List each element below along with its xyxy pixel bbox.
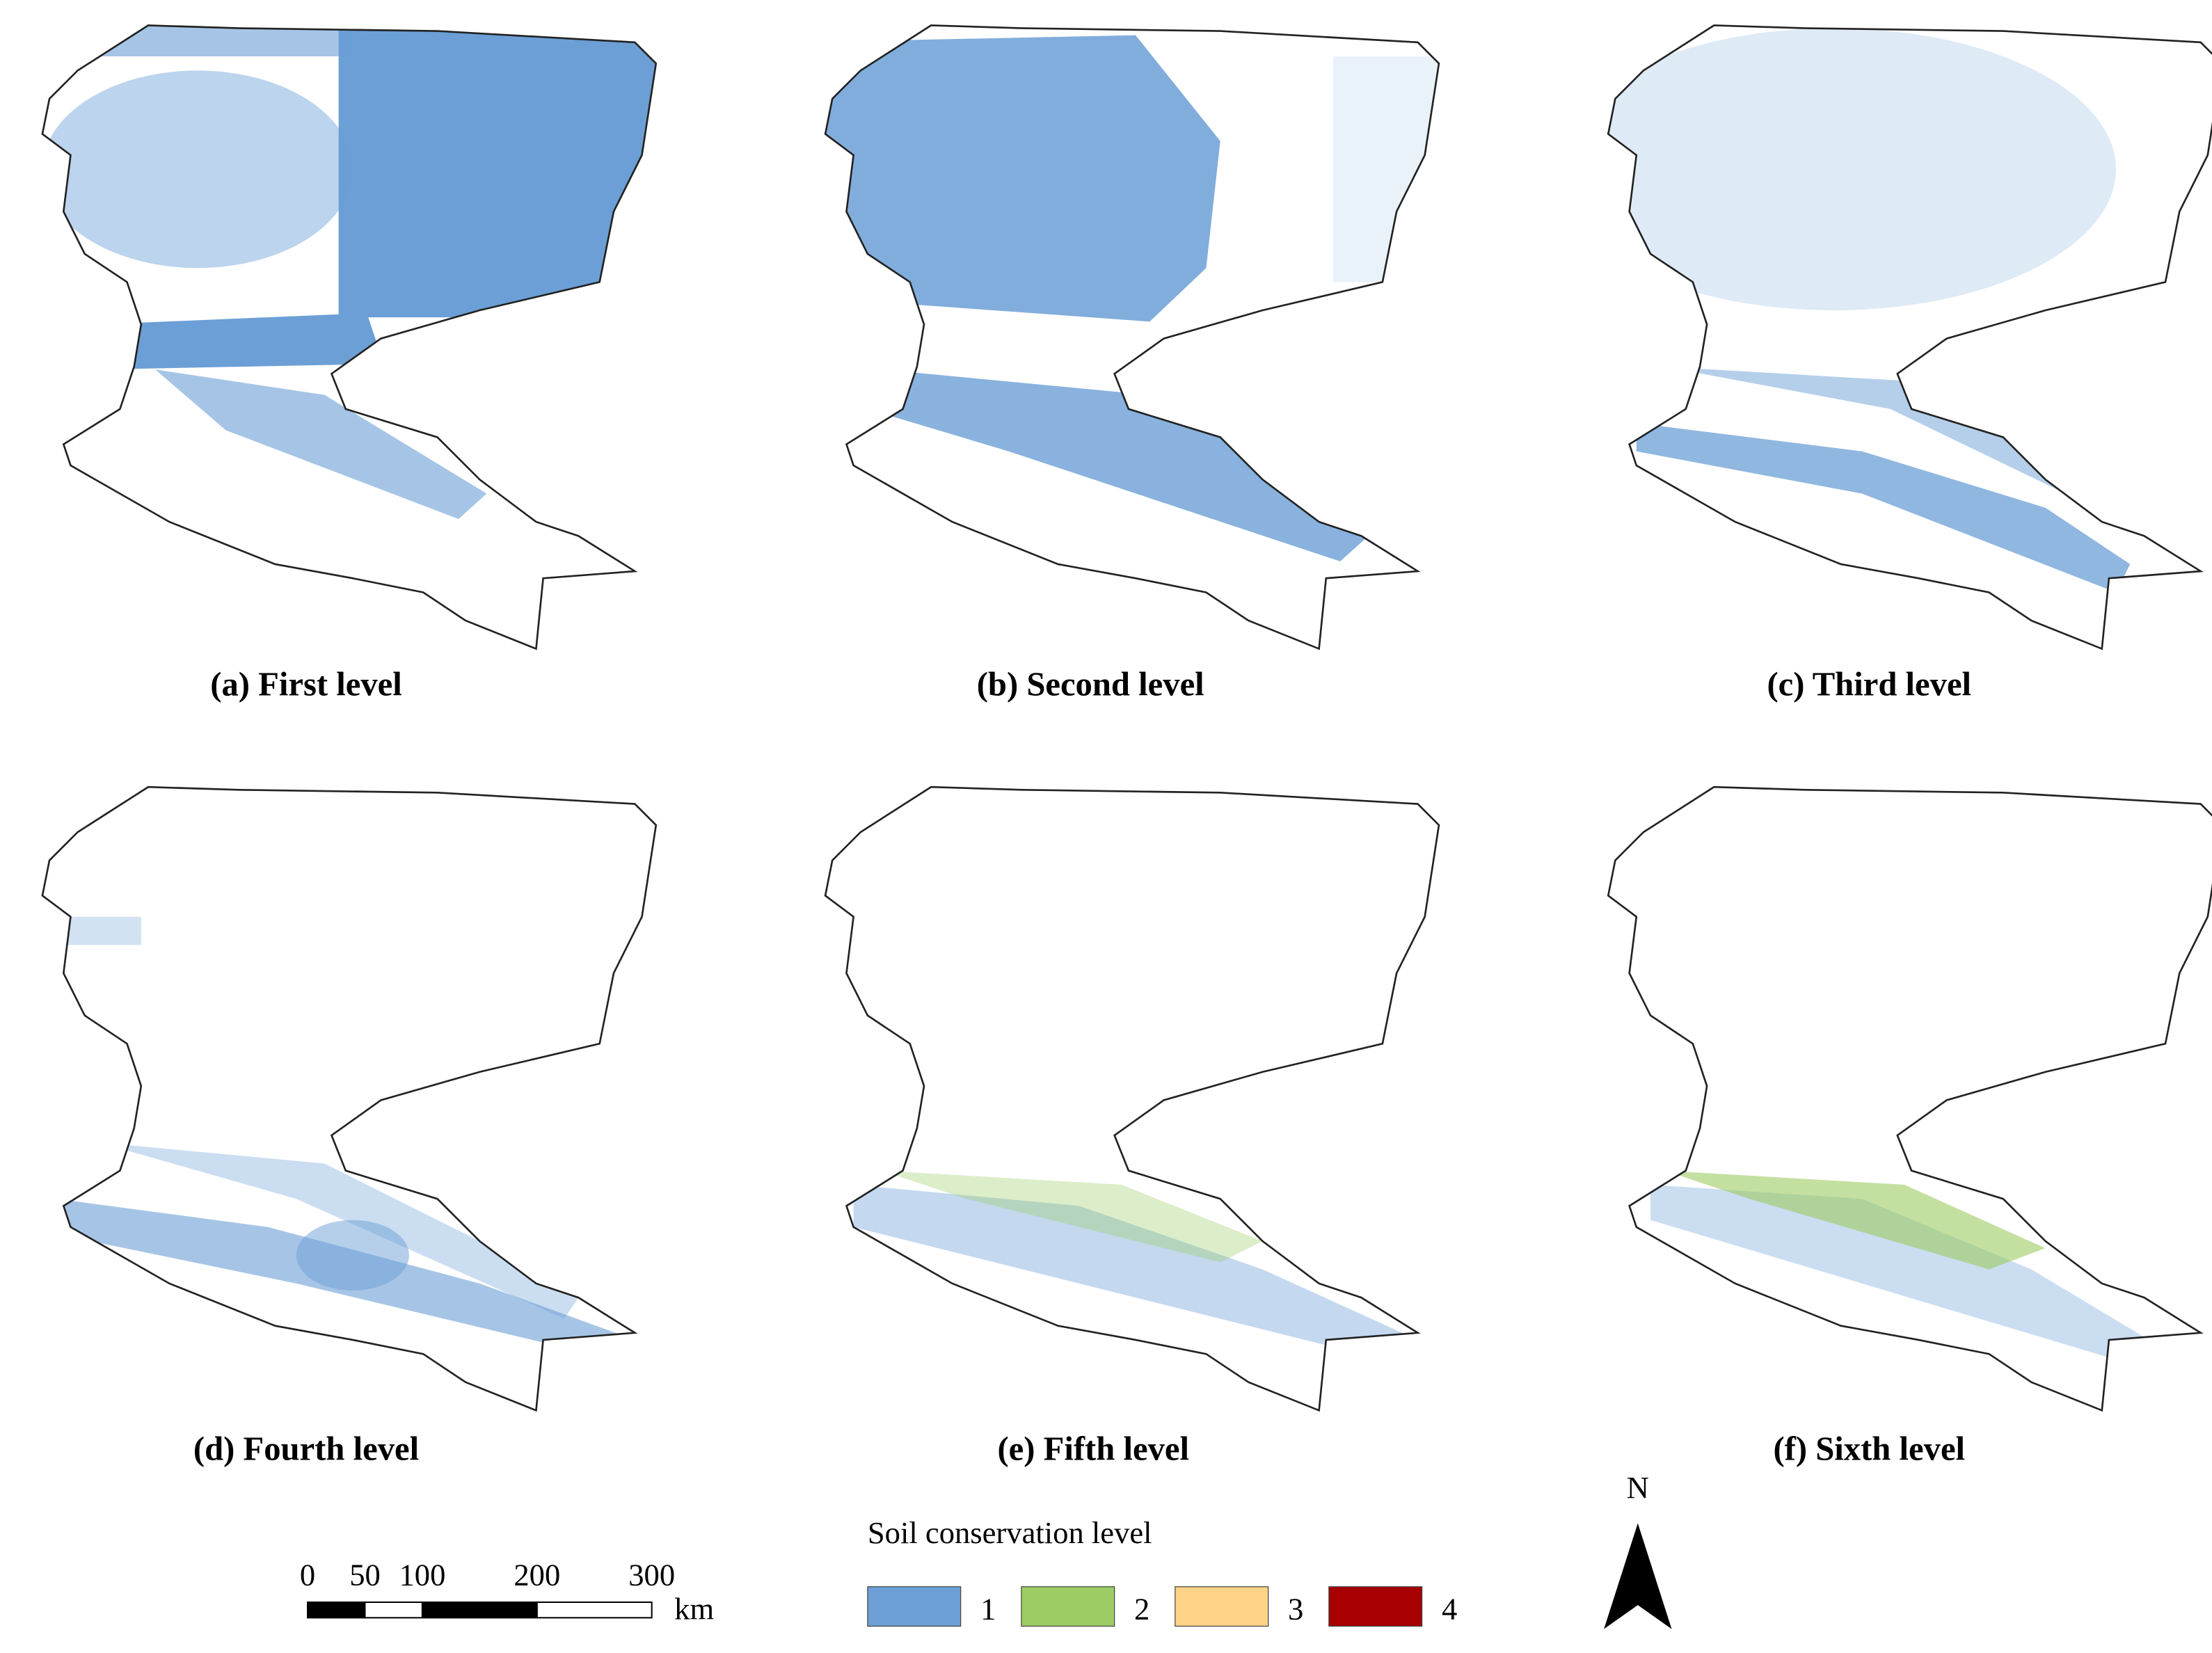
scale-segment [536, 1602, 653, 1619]
map-panel [1607, 785, 2212, 1412]
legend-swatch [1175, 1586, 1269, 1627]
map-panel [1607, 24, 2212, 650]
legend-label: 4 [1442, 1591, 1457, 1626]
scale-tick-label: 300 [628, 1558, 675, 1592]
legend-label: 3 [1288, 1591, 1303, 1626]
north-label: N [1627, 1470, 1649, 1505]
panel-label: (a) First level [210, 665, 402, 703]
legend-label: 2 [1134, 1591, 1149, 1626]
legend-swatch [1021, 1586, 1115, 1627]
panel-label: (e) Fifth level [997, 1430, 1189, 1467]
scale-tick-label: 100 [399, 1558, 445, 1592]
legend-swatch [867, 1586, 962, 1627]
north-symbol [1604, 1523, 1672, 1629]
legend-swatch [1328, 1586, 1423, 1627]
scale-tick-label: 50 [349, 1558, 381, 1592]
scale-tick-label: 0 [300, 1558, 315, 1592]
scale-segment [421, 1602, 538, 1619]
north-arrow: N [1604, 1470, 1672, 1629]
legend-label: 1 [980, 1591, 996, 1626]
map-panel [824, 24, 1440, 650]
map-panel [41, 24, 658, 650]
panel-label: (c) Third level [1767, 665, 1971, 703]
map-panel [824, 785, 1440, 1412]
scale-unit: km [674, 1591, 714, 1626]
scale-segment [307, 1602, 366, 1619]
panel-label: (f) Sixth level [1773, 1430, 1965, 1467]
map-panel [41, 785, 658, 1412]
scale-tick-label: 200 [514, 1558, 560, 1592]
legend-title: Soil conservation level [868, 1515, 1152, 1550]
panel-label: (b) Second level [977, 665, 1204, 703]
scale-segment [364, 1602, 423, 1619]
panel-label: (d) Fourth level [193, 1430, 419, 1467]
